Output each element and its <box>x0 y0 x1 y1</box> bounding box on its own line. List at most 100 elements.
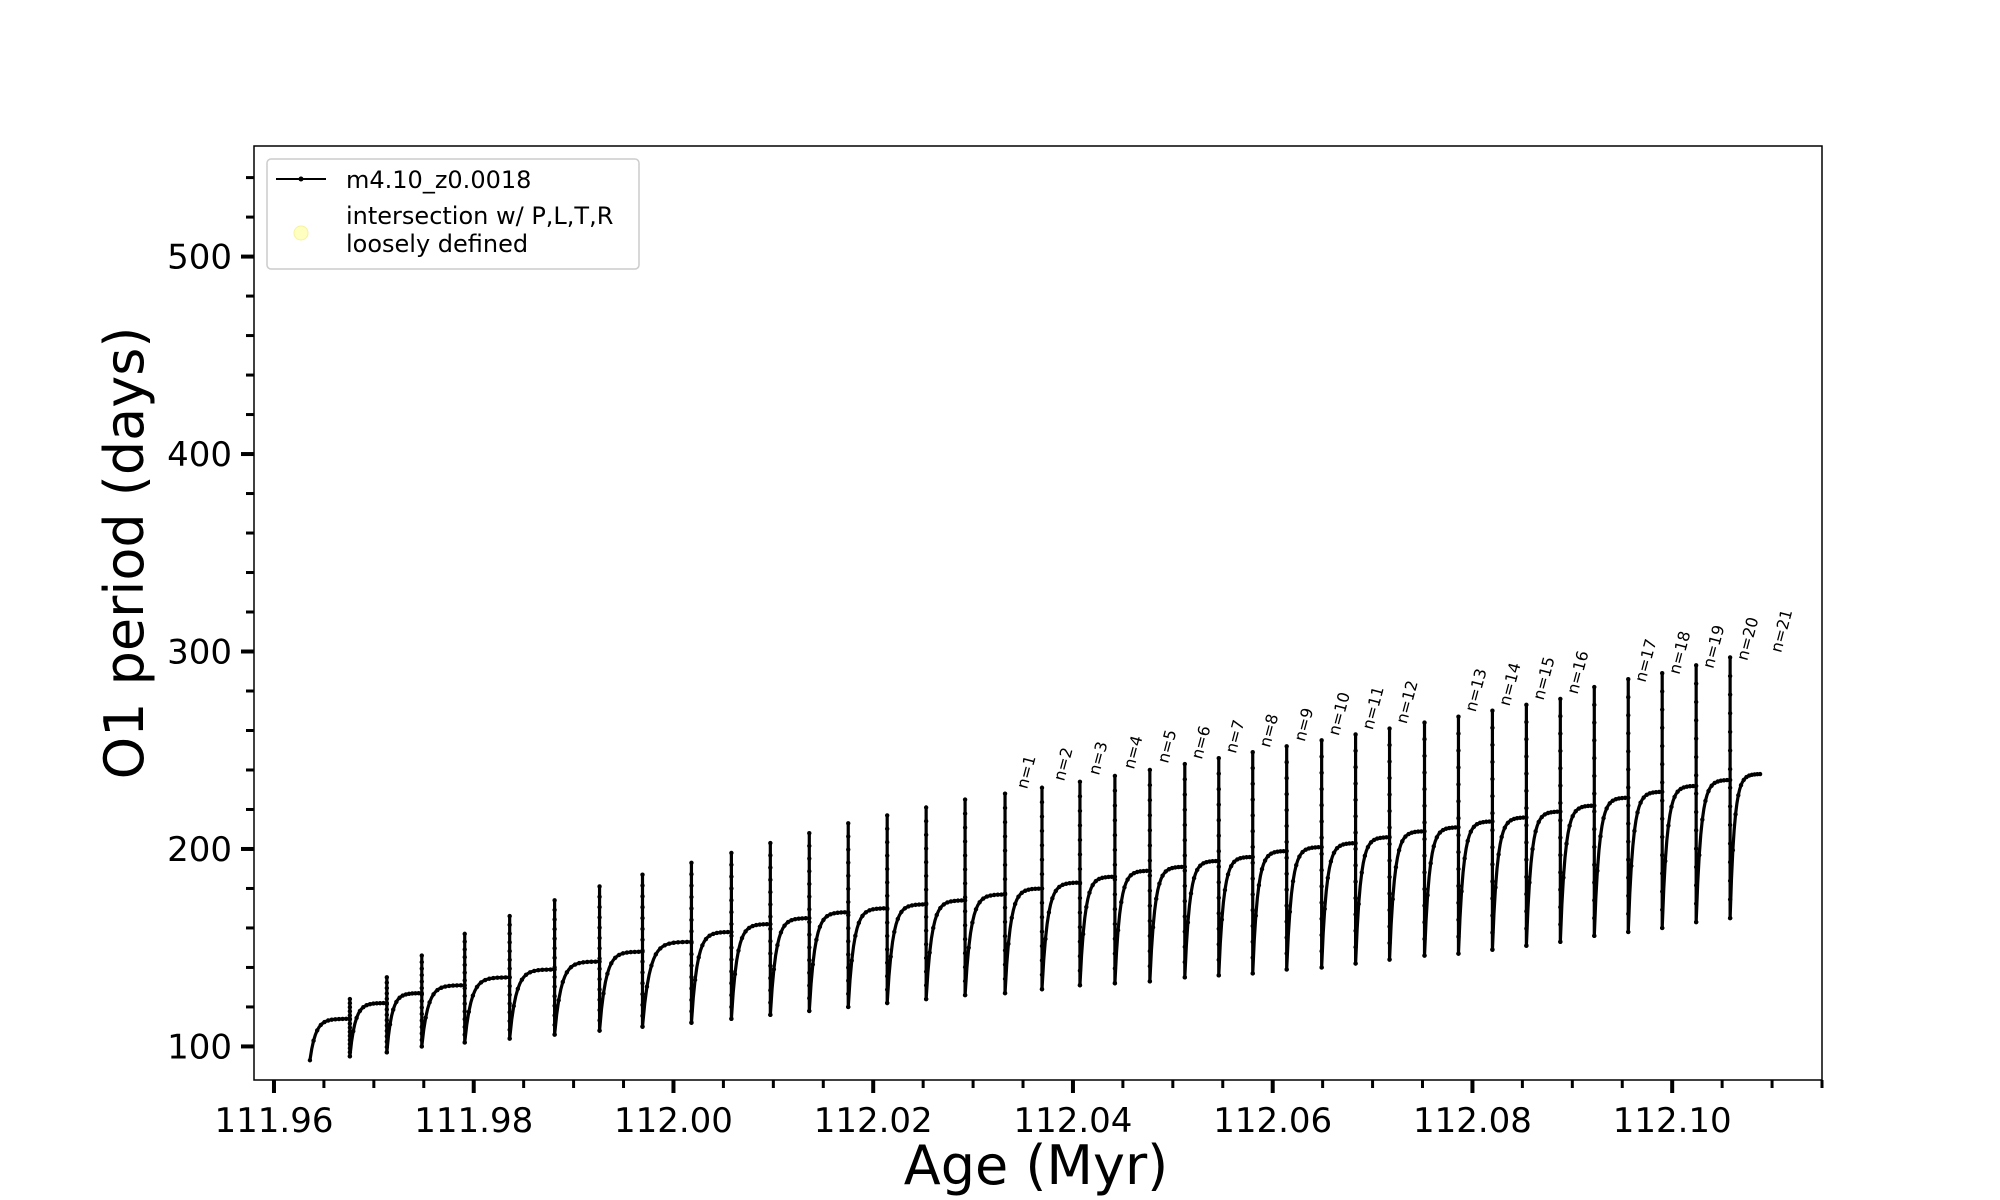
series-point <box>1660 671 1665 676</box>
series-point <box>807 856 812 861</box>
series-point <box>1524 737 1529 742</box>
series-point <box>867 908 872 913</box>
series-point <box>329 1017 334 1022</box>
series-point <box>1387 924 1392 929</box>
series-point <box>684 939 690 945</box>
series-point <box>959 898 964 903</box>
series-point <box>482 977 488 983</box>
series-point <box>824 914 830 919</box>
series-point <box>1256 883 1262 888</box>
series-point <box>640 894 645 899</box>
series-point <box>347 996 353 1002</box>
series-point <box>601 991 606 996</box>
series-point <box>884 880 890 885</box>
series-point <box>1693 773 1699 778</box>
x-tick-label: 111.96 <box>214 1101 333 1141</box>
series-point <box>552 917 557 922</box>
series-point <box>667 941 672 946</box>
series-point <box>1284 791 1289 797</box>
series-point <box>1490 896 1495 901</box>
series-point <box>552 898 557 903</box>
series-point <box>1297 854 1302 859</box>
series-point <box>419 985 424 991</box>
series-point <box>1741 777 1746 783</box>
series-point <box>736 948 741 953</box>
series-point <box>1265 853 1271 859</box>
series-point <box>1693 791 1699 796</box>
series-point <box>1558 714 1563 719</box>
series-point <box>689 951 694 957</box>
series-point <box>431 992 436 997</box>
series-point <box>1353 879 1358 884</box>
series-point <box>807 894 812 899</box>
series-point <box>831 911 837 916</box>
series-point <box>406 991 412 996</box>
series-point <box>560 979 565 985</box>
series-point <box>1057 884 1062 890</box>
series-point <box>729 921 734 927</box>
series-point <box>503 975 508 980</box>
series-point <box>1216 755 1221 761</box>
series-point <box>874 906 879 912</box>
series-point <box>1036 886 1041 891</box>
series-point <box>1250 854 1255 860</box>
series-point <box>768 902 773 907</box>
series-point <box>1390 896 1395 902</box>
series-point <box>624 950 630 955</box>
series-point <box>923 955 929 961</box>
series-point <box>1635 810 1640 815</box>
series-point <box>1112 906 1118 912</box>
series-point <box>846 899 851 905</box>
series-point <box>384 1034 390 1039</box>
series-point <box>1387 775 1392 781</box>
series-point <box>923 846 929 851</box>
series-point <box>1216 864 1221 869</box>
series-point <box>870 907 876 912</box>
series-point <box>458 983 464 988</box>
series-point <box>597 956 602 961</box>
series-point <box>462 1024 467 1030</box>
series-point <box>462 1032 467 1037</box>
series-point <box>462 1009 467 1014</box>
series-point <box>1250 923 1255 929</box>
series-point <box>729 874 734 879</box>
series-point <box>1573 808 1578 814</box>
series-point <box>892 929 897 935</box>
series-point <box>838 910 844 915</box>
series-point <box>1727 860 1733 865</box>
series-point <box>1185 920 1191 925</box>
series-point <box>1697 852 1702 858</box>
series-point <box>1471 824 1477 830</box>
series-point <box>1595 868 1600 873</box>
series-point <box>729 957 734 962</box>
series-point <box>552 1013 557 1018</box>
series-point <box>700 943 705 948</box>
series-point <box>1182 792 1188 797</box>
x-tick-label: 112.10 <box>1613 1101 1732 1141</box>
series-point <box>1182 868 1188 873</box>
series-point <box>1319 754 1324 759</box>
series-point <box>347 1033 353 1039</box>
series-point <box>1422 803 1427 809</box>
series-point <box>1112 877 1118 882</box>
series-point <box>1009 915 1014 920</box>
series-point <box>1589 803 1594 808</box>
series-point <box>384 1044 390 1050</box>
series-point <box>1147 903 1153 909</box>
series-point <box>1456 866 1461 872</box>
series-point <box>367 1001 373 1007</box>
series-point <box>466 1009 472 1014</box>
series-point <box>1558 904 1563 910</box>
series-point <box>1284 935 1289 940</box>
series-point <box>938 905 943 911</box>
series-point <box>1456 816 1461 821</box>
series-point <box>1456 917 1461 922</box>
series-point <box>1558 800 1563 806</box>
series-point <box>1002 962 1008 967</box>
series-point <box>1147 873 1153 878</box>
series-point <box>849 958 854 963</box>
series-point <box>1077 837 1083 843</box>
series-point <box>1216 771 1221 776</box>
series-point <box>658 946 663 951</box>
series-point <box>1112 832 1118 838</box>
